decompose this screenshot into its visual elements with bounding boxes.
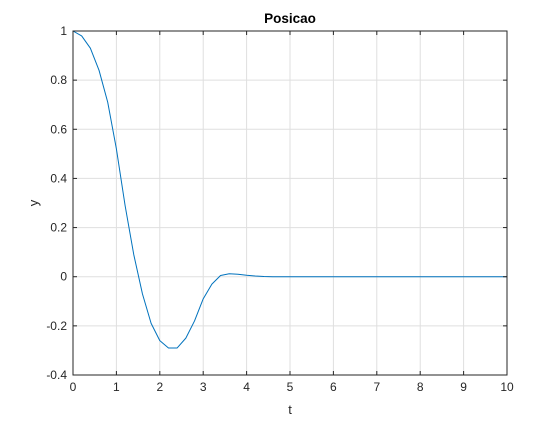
x-tick-label: 7 <box>373 380 380 394</box>
y-tick-label: -0.4 <box>46 368 67 382</box>
y-tick-label: 1 <box>60 24 67 38</box>
y-tick-label: 0.6 <box>50 122 67 136</box>
y-axis-label: y <box>26 199 41 206</box>
y-tick-label: 0.4 <box>50 171 67 185</box>
x-tick-label: 0 <box>70 380 77 394</box>
y-tick-label: 0 <box>60 270 67 284</box>
chart-title: Posicao <box>264 11 316 26</box>
y-tick-label: 0.2 <box>50 221 67 235</box>
x-tick-label: 3 <box>200 380 207 394</box>
x-axis-label: t <box>288 402 292 417</box>
x-tick-label: 2 <box>156 380 163 394</box>
series-layer <box>72 30 507 349</box>
y-tick-label: -0.2 <box>46 319 67 333</box>
x-tick-label: 5 <box>287 380 294 394</box>
x-tick-label: 9 <box>460 380 467 394</box>
y-tick-label: 0.8 <box>50 73 67 87</box>
series-line <box>72 30 507 349</box>
x-tick-label: 4 <box>243 380 250 394</box>
ticks: 0 1 2 3 4 5 6 7 8 9 10 -0.4 -0.2 0 0.2 0.4 0.6 0.8 1 <box>46 24 514 394</box>
x-tick-label: 10 <box>500 380 514 394</box>
x-tick-label: 1 <box>113 380 120 394</box>
x-tick-label: 8 <box>417 380 424 394</box>
x-tick-label: 6 <box>330 380 337 394</box>
